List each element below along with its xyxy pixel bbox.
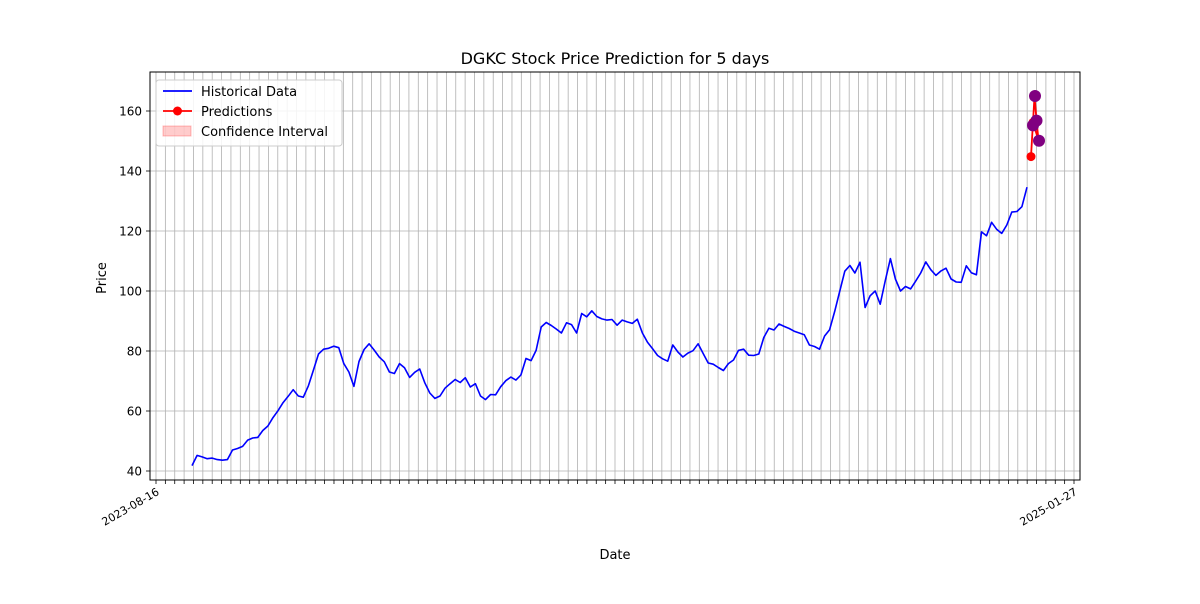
y-axis-label: Price xyxy=(95,262,110,294)
prediction-point xyxy=(1026,152,1036,162)
plot-data xyxy=(191,90,1045,466)
legend-confidence-swatch xyxy=(162,125,192,137)
legend-confidence-label: Confidence Interval xyxy=(201,125,328,140)
y-tick-label: 60 xyxy=(127,405,142,419)
y-tick-label: 40 xyxy=(127,465,142,479)
legend-predictions-marker xyxy=(173,106,182,116)
y-tick-label: 140 xyxy=(119,165,142,179)
highlighted-prediction-point xyxy=(1033,134,1045,147)
highlighted-prediction-point xyxy=(1029,90,1041,102)
y-tick-label: 80 xyxy=(127,345,142,359)
y-tick-label: 160 xyxy=(119,105,142,119)
legend-box xyxy=(155,79,343,147)
legend-predictions-label: Predictions xyxy=(201,105,273,120)
historical-data-line xyxy=(191,186,1028,466)
chart-title: DGKC Stock Price Prediction for 5 days xyxy=(461,49,770,68)
legend: Historical Data Predictions Confidence I… xyxy=(155,79,343,147)
x-axis-label: Date xyxy=(599,548,630,563)
legend-historical-label: Historical Data xyxy=(201,85,297,100)
y-tick-label: 120 xyxy=(119,225,142,239)
highlighted-prediction-point xyxy=(1030,114,1043,127)
y-tick-label: 100 xyxy=(119,285,142,299)
